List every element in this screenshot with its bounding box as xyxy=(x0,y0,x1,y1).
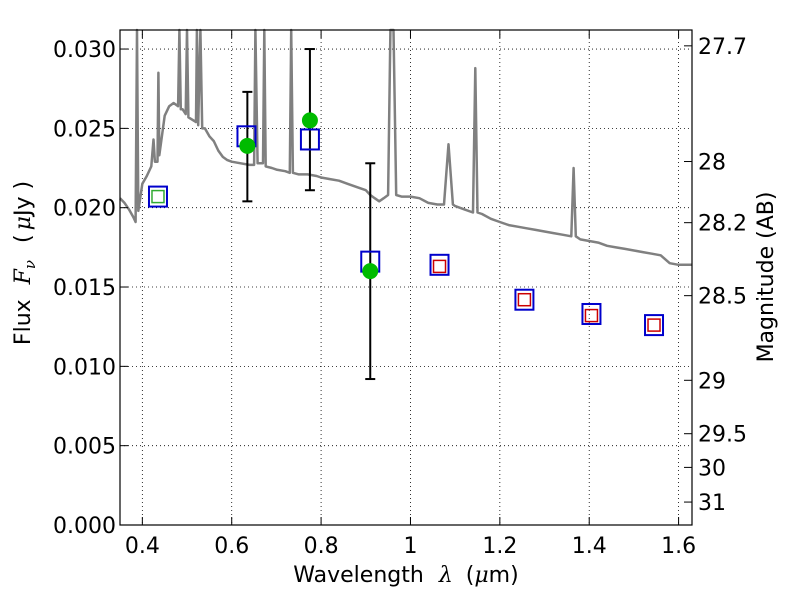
model-spectrum-line xyxy=(119,28,692,267)
model-spectrum-group xyxy=(119,28,692,267)
y-tick-label: 0.030 xyxy=(53,38,116,63)
y-axis-title-unit-mu: μ xyxy=(11,216,36,230)
y-axis-title: Flux Fν ( μJy ) xyxy=(11,181,41,345)
observed-point xyxy=(239,137,256,154)
y2-axis-title: Magnitude (AB) xyxy=(754,192,779,363)
y-tick-label: 0.015 xyxy=(53,276,116,301)
x-axis-title-unit-mu: μ xyxy=(474,563,488,588)
y-axis-title-unit-rest: Jy ) xyxy=(11,181,36,218)
y2-tick-label: 28 xyxy=(698,151,726,176)
x-axis-title: Wavelength λ (μm) xyxy=(293,563,518,588)
x-axis-title-unit-open: ( xyxy=(466,563,475,588)
y2-tick-label: 27.7 xyxy=(698,35,747,60)
y2-tick-label: 29.5 xyxy=(698,423,747,448)
y2-tick-label: 31 xyxy=(698,491,726,516)
x-axis-title-unit-rest: m) xyxy=(489,563,519,588)
model-photometry-marker xyxy=(514,288,535,311)
x-tick-label: 1.6 xyxy=(661,534,696,559)
model-photometry-marker xyxy=(299,128,320,151)
x-axis-title-symbol: λ xyxy=(438,563,453,588)
upper-limit-marker xyxy=(647,318,661,332)
x-tick-label: 1 xyxy=(403,534,417,559)
x-tick-label: 1.4 xyxy=(572,534,607,559)
observed-point xyxy=(362,263,379,280)
upper-limit-marker xyxy=(584,308,599,323)
y2-tick-label: 28.5 xyxy=(698,285,747,310)
upper-limit-marker xyxy=(517,292,532,307)
upper-limit-marker xyxy=(151,189,165,204)
x-axis: 0.4 0.6 0.8 1 1.2 1.4 1.6 xyxy=(125,30,696,559)
y2-axis: 27.7 28 28.2 28.5 29 29.5 30 31 xyxy=(684,35,747,516)
x-tick-label: 0.8 xyxy=(304,534,339,559)
model-photometry-marker xyxy=(147,185,168,208)
y-tick-label: 0.005 xyxy=(53,435,116,460)
plot-frame xyxy=(119,29,693,526)
y2-tick-label: 30 xyxy=(698,456,726,481)
y2-tick-label: 28.2 xyxy=(698,212,747,237)
y-tick-label: 0.020 xyxy=(53,197,116,222)
y-tick-label: 0.000 xyxy=(53,514,116,539)
x-tick-label: 1.2 xyxy=(482,534,517,559)
errorbar-group xyxy=(242,48,376,381)
model-photometry-marker xyxy=(581,302,602,325)
x-tick-label: 0.6 xyxy=(214,534,249,559)
y-axis: 0.000 0.005 0.010 0.015 0.020 0.025 0.030 xyxy=(53,38,128,539)
x-axis-title-prefix: Wavelength xyxy=(293,563,424,588)
x-tick-label: 0.4 xyxy=(125,534,160,559)
y-tick-label: 0.010 xyxy=(53,355,116,380)
y-axis-title-unit-open: ( xyxy=(11,234,36,243)
observed-point xyxy=(301,112,318,129)
y-axis-title-prefix: Flux xyxy=(11,299,36,345)
model-photometry-marker xyxy=(429,253,450,276)
y2-tick-label: 29 xyxy=(698,369,726,394)
y-axis-title-subscript: ν xyxy=(21,260,39,269)
y-tick-label: 0.025 xyxy=(53,117,116,142)
model-photometry-marker xyxy=(644,314,665,337)
marker-group xyxy=(147,112,665,337)
grid xyxy=(120,30,692,526)
upper-limit-marker xyxy=(432,259,447,274)
y-axis-title-symbol: F xyxy=(11,268,36,285)
